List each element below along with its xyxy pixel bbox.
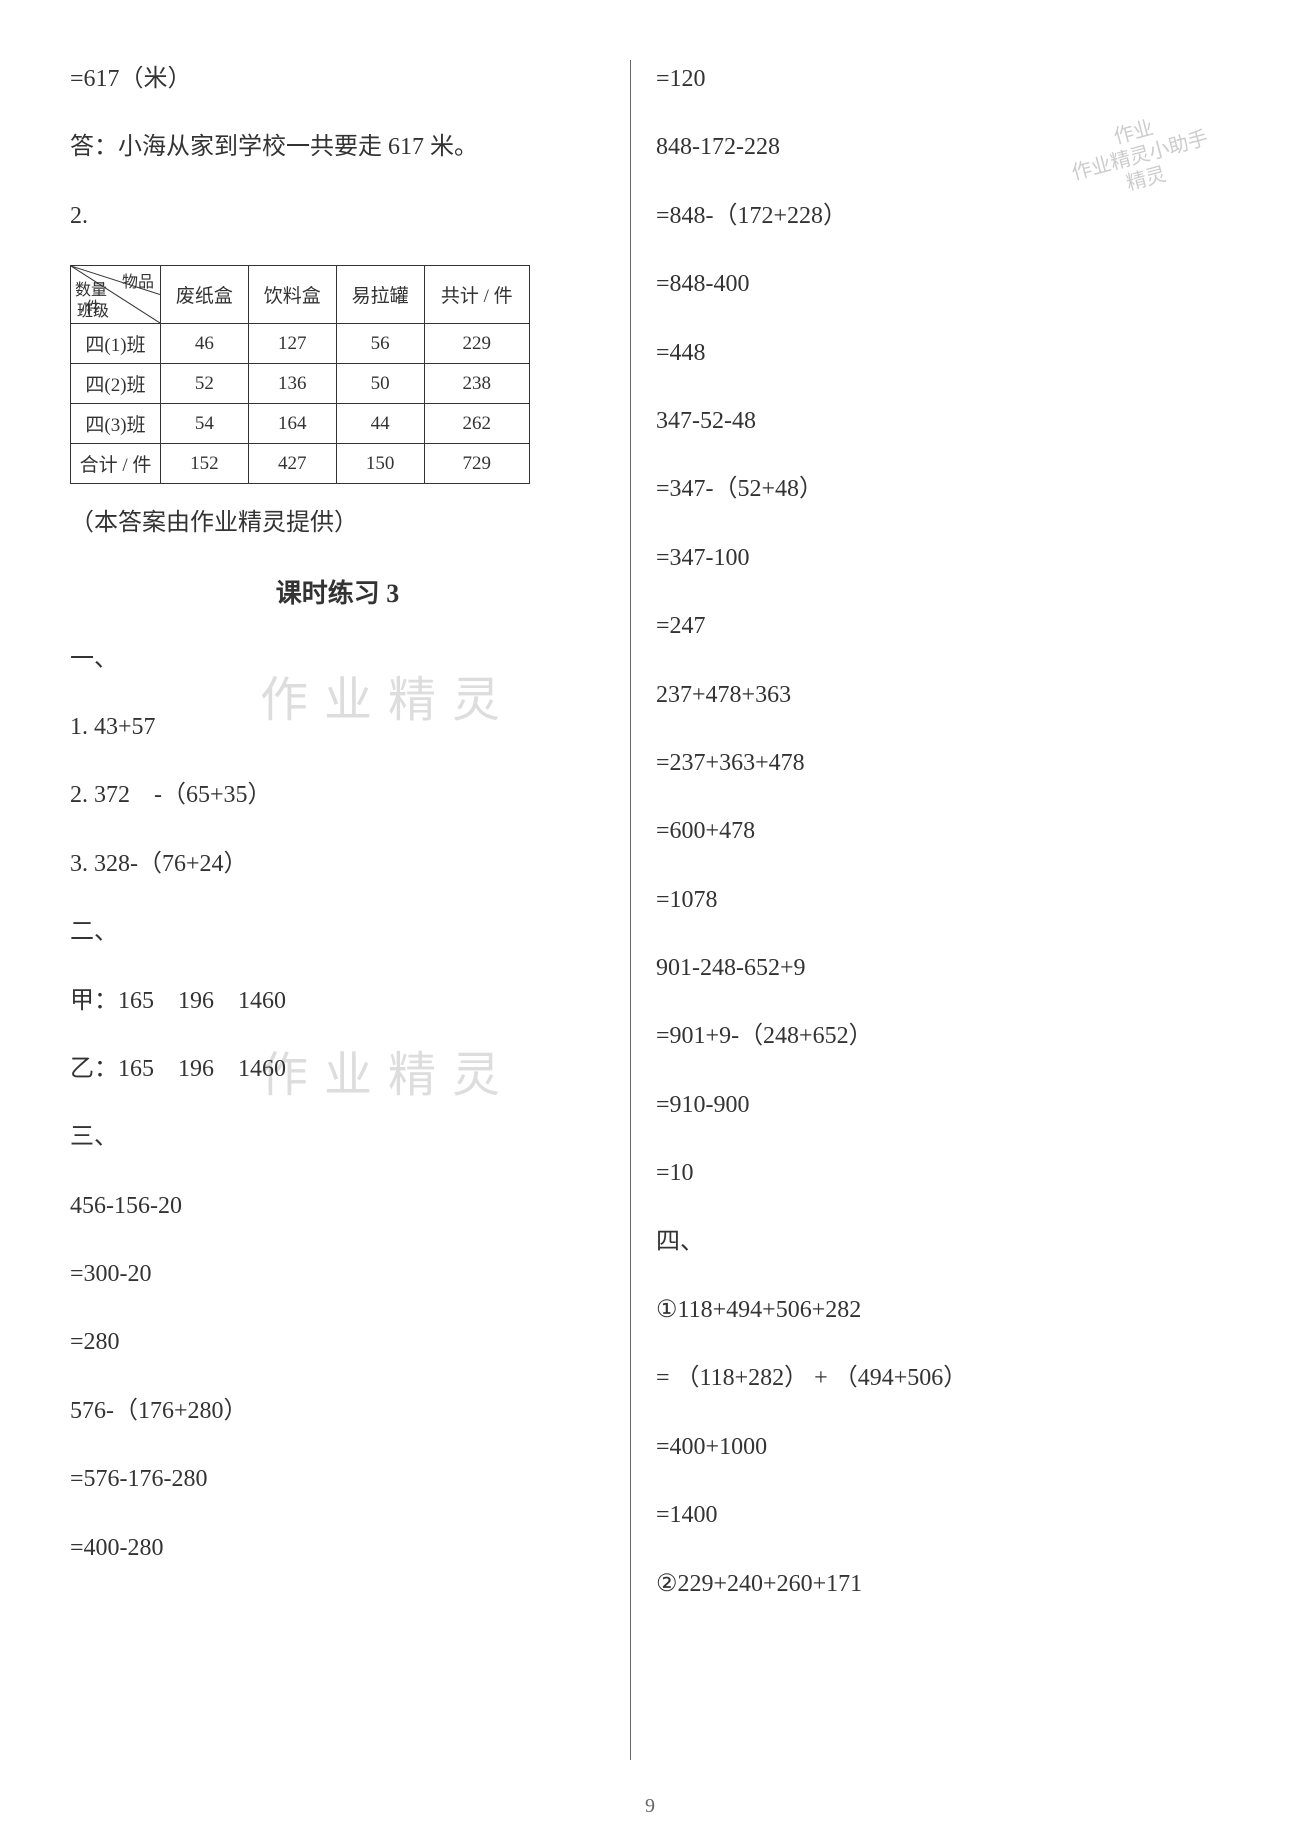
text-line: =300-20 <box>70 1255 605 1293</box>
text-line: 456-156-20 <box>70 1187 605 1225</box>
text-line: =848-（172+228） <box>656 197 1190 235</box>
table-cell: 四(1)班 <box>71 324 161 364</box>
table-cell: 52 <box>161 364 249 404</box>
table-header-row: 物品 数量/件 班级 废纸盒 饮料盒 易拉罐 共计 / 件 <box>71 266 530 324</box>
text-line: =617（米） <box>70 60 605 98</box>
text-line: =237+363+478 <box>656 744 1190 782</box>
table-cell: 729 <box>424 444 529 484</box>
table-cell: 56 <box>336 324 424 364</box>
text-line: 四、 <box>656 1223 1190 1261</box>
text-line: 答：小海从家到学校一共要走 617 米。 <box>70 128 605 166</box>
table-row: 四(3)班 54 164 44 262 <box>71 404 530 444</box>
text-line: 347-52-48 <box>656 402 1190 440</box>
table-cell: 427 <box>248 444 336 484</box>
table-cell: 四(2)班 <box>71 364 161 404</box>
text-line: =1078 <box>656 881 1190 919</box>
table-cell: 44 <box>336 404 424 444</box>
data-table: 物品 数量/件 班级 废纸盒 饮料盒 易拉罐 共计 / 件 四(1)班 46 1… <box>70 265 530 484</box>
diag-label: 物品 <box>122 268 154 292</box>
page-content: =617（米） 答：小海从家到学校一共要走 617 米。 2. 物品 数量/件 … <box>70 60 1230 1760</box>
text-line: =600+478 <box>656 812 1190 850</box>
table-diagonal-header: 物品 数量/件 班级 <box>71 266 161 324</box>
table-cell: 262 <box>424 404 529 444</box>
text-line: ①118+494+506+282 <box>656 1291 1190 1329</box>
text-line: =347-（52+48） <box>656 470 1190 508</box>
text-line: ②229+240+260+171 <box>656 1565 1190 1603</box>
table-row: 合计 / 件 152 427 150 729 <box>71 444 530 484</box>
table-cell: 四(3)班 <box>71 404 161 444</box>
text-line: =576-176-280 <box>70 1460 605 1498</box>
section-title: 课时练习 3 <box>70 573 605 610</box>
table-header: 易拉罐 <box>336 266 424 324</box>
text-line: 三、 <box>70 1118 605 1156</box>
table-cell: 150 <box>336 444 424 484</box>
table-cell: 238 <box>424 364 529 404</box>
text-line: =10 <box>656 1154 1190 1192</box>
table-cell: 127 <box>248 324 336 364</box>
text-line: 2. 372 -（65+35） <box>70 776 605 814</box>
text-line: （本答案由作业精灵提供） <box>70 504 605 542</box>
text-line: 2. <box>70 197 605 235</box>
text-line: =400-280 <box>70 1529 605 1567</box>
table-cell: 136 <box>248 364 336 404</box>
text-line: 237+478+363 <box>656 676 1190 714</box>
text-line: 1. 43+57 <box>70 708 605 746</box>
text-line: 3. 328-（76+24） <box>70 845 605 883</box>
left-column: =617（米） 答：小海从家到学校一共要走 617 米。 2. 物品 数量/件 … <box>70 60 630 1760</box>
table-row: 四(2)班 52 136 50 238 <box>71 364 530 404</box>
text-line: =1400 <box>656 1496 1190 1534</box>
text-line: =901+9-（248+652） <box>656 1017 1190 1055</box>
table-cell: 164 <box>248 404 336 444</box>
table-cell: 46 <box>161 324 249 364</box>
table-cell: 152 <box>161 444 249 484</box>
text-line: =910-900 <box>656 1086 1190 1124</box>
text-line: =120 <box>656 60 1190 98</box>
text-line: =280 <box>70 1323 605 1361</box>
text-line: =347-100 <box>656 539 1190 577</box>
table-header: 共计 / 件 <box>424 266 529 324</box>
table-row: 四(1)班 46 127 56 229 <box>71 324 530 364</box>
diag-label: 班级 <box>77 297 109 321</box>
page-number: 9 <box>645 1795 655 1818</box>
text-line: 848-172-228 <box>656 128 1190 166</box>
text-line: =247 <box>656 607 1190 645</box>
text-line: 二、 <box>70 913 605 951</box>
text-line: 一、 <box>70 640 605 678</box>
table-header: 饮料盒 <box>248 266 336 324</box>
table-cell: 229 <box>424 324 529 364</box>
text-line: = （118+282） + （494+506） <box>656 1359 1190 1397</box>
text-line: 576-（176+280） <box>70 1392 605 1430</box>
right-column: =120 848-172-228 =848-（172+228） =848-400… <box>630 60 1190 1760</box>
text-line: 901-248-652+9 <box>656 949 1190 987</box>
table-cell: 54 <box>161 404 249 444</box>
text-line: 乙：165 196 1460 <box>70 1050 605 1088</box>
table-header: 废纸盒 <box>161 266 249 324</box>
text-line: 甲：165 196 1460 <box>70 982 605 1020</box>
text-line: =400+1000 <box>656 1428 1190 1466</box>
table-cell: 合计 / 件 <box>71 444 161 484</box>
text-line: =448 <box>656 334 1190 372</box>
text-line: =848-400 <box>656 265 1190 303</box>
table-cell: 50 <box>336 364 424 404</box>
